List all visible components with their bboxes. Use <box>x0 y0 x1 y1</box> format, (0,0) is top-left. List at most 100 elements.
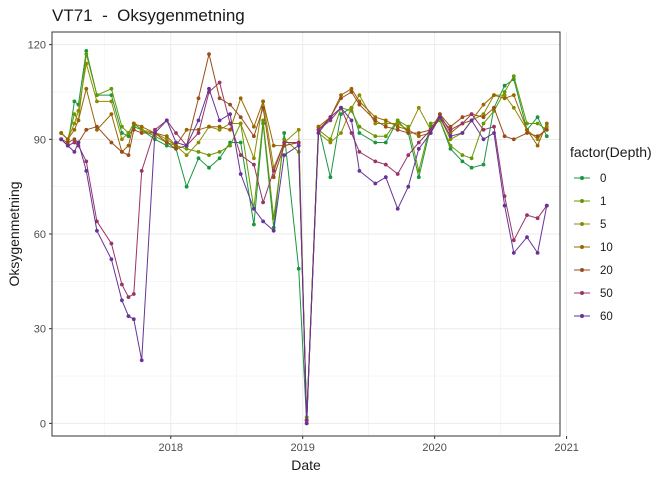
data-point <box>238 140 243 145</box>
data-point <box>383 121 388 126</box>
data-point <box>120 131 124 135</box>
data-point <box>296 143 301 148</box>
data-point <box>492 93 496 97</box>
legend-item-60: 60 <box>574 311 613 323</box>
data-point <box>406 127 411 132</box>
data-point <box>416 146 421 151</box>
data-point <box>126 295 131 299</box>
data-point <box>261 99 265 104</box>
legend-item-10: 10 <box>574 242 613 254</box>
data-point <box>296 127 301 132</box>
data-point <box>84 169 89 173</box>
legend-label: 10 <box>600 242 613 254</box>
data-point <box>416 134 421 139</box>
data-point <box>207 52 211 56</box>
data-point <box>428 121 433 126</box>
legend-item-50: 50 <box>574 288 613 300</box>
data-point <box>339 96 343 101</box>
y-tick-label: 120 <box>28 40 46 52</box>
data-point <box>126 143 131 148</box>
data-point <box>383 118 388 123</box>
data-point <box>349 90 354 94</box>
data-point <box>448 137 453 142</box>
data-point <box>481 102 486 107</box>
data-point <box>217 124 222 129</box>
data-point <box>481 112 486 116</box>
data-point <box>271 143 276 148</box>
data-point <box>296 140 301 145</box>
data-point <box>328 175 333 180</box>
data-point <box>349 86 354 91</box>
data-point <box>109 93 114 97</box>
data-point <box>164 140 169 145</box>
data-point <box>328 140 333 145</box>
data-point <box>126 134 131 139</box>
data-point <box>109 241 114 246</box>
data-point <box>65 140 70 145</box>
data-point <box>304 421 309 426</box>
data-point <box>131 127 136 132</box>
data-point <box>316 124 321 129</box>
legend-key-point <box>580 268 584 272</box>
y-tick-label: 0 <box>40 418 46 430</box>
data-point <box>65 143 70 148</box>
data-point <box>174 143 178 148</box>
data-point <box>469 118 474 123</box>
data-point <box>228 102 233 107</box>
legend-key-point <box>580 199 584 203</box>
x-axis-title: Date <box>291 457 321 473</box>
data-point <box>511 137 516 142</box>
data-point <box>59 131 64 135</box>
data-point <box>357 131 362 135</box>
data-point <box>72 121 77 126</box>
legend-item-20: 20 <box>574 265 613 277</box>
data-point <box>383 140 388 145</box>
data-point <box>544 134 549 139</box>
data-point <box>416 131 421 135</box>
data-point <box>502 203 507 208</box>
legend-key-point <box>580 176 584 180</box>
data-point <box>217 96 222 101</box>
data-point <box>72 127 77 132</box>
data-point <box>282 140 287 145</box>
series-60 <box>59 86 549 426</box>
data-point <box>460 115 465 120</box>
legend-label: 0 <box>600 173 606 185</box>
data-point <box>373 181 378 186</box>
data-point <box>164 118 169 123</box>
data-point <box>316 127 321 132</box>
data-point <box>84 127 89 132</box>
data-point <box>460 131 465 135</box>
data-point <box>109 99 114 104</box>
data-point <box>383 175 388 180</box>
data-point <box>373 121 378 126</box>
data-point <box>481 137 486 142</box>
data-point <box>174 140 178 145</box>
data-point <box>525 235 529 240</box>
data-point <box>131 292 136 296</box>
data-point <box>357 150 362 154</box>
data-point <box>416 105 421 110</box>
data-point <box>481 127 486 132</box>
series-line-50 <box>60 81 548 421</box>
data-point <box>395 118 400 123</box>
data-point <box>228 127 233 132</box>
data-point <box>416 169 421 173</box>
data-point <box>139 127 144 132</box>
data-point <box>59 137 64 142</box>
data-point <box>395 206 400 211</box>
data-point <box>196 96 201 101</box>
data-point <box>252 156 256 161</box>
data-point <box>535 143 540 148</box>
data-point <box>502 96 507 101</box>
data-point <box>339 93 343 97</box>
data-point <box>525 121 529 126</box>
legend-key-point <box>580 314 584 318</box>
axis-ticks: 0 30 60 90 120 2018 2019 2020 2021 <box>28 40 579 454</box>
data-point <box>120 137 124 142</box>
data-point <box>164 143 169 148</box>
data-point <box>460 153 465 158</box>
data-point <box>76 118 81 123</box>
data-point <box>460 159 465 164</box>
